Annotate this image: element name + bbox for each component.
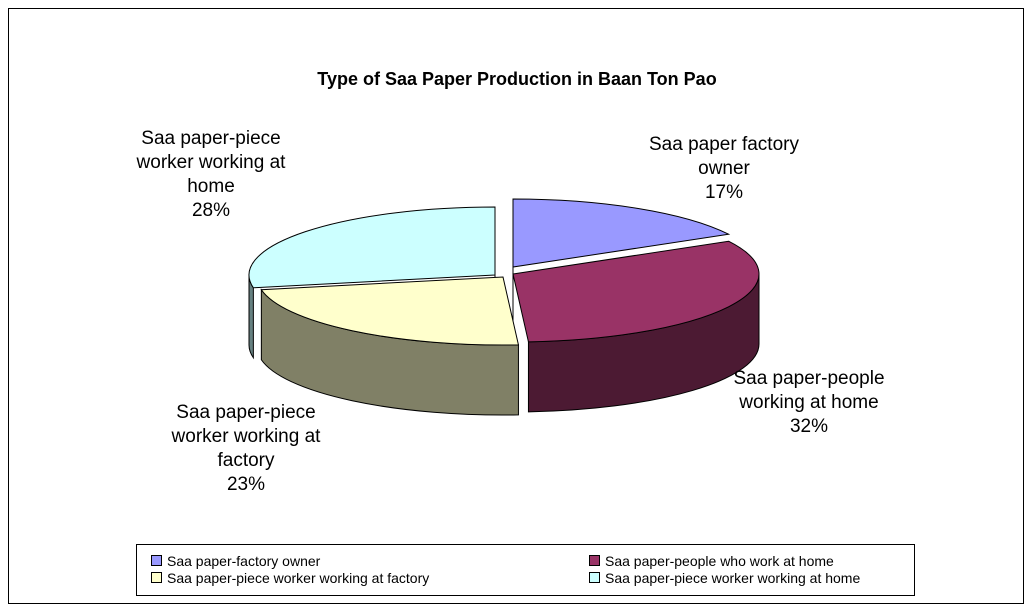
slice-label-line: 17% (704, 182, 744, 203)
legend-label: Saa paper-people who work at home (605, 553, 834, 569)
slice-label-line: 28% (191, 200, 231, 221)
pie-slice (260, 276, 520, 346)
slice-label-line: Saa paper factory (649, 134, 799, 155)
slice-label: Saa paper-piece worker working at factory 2… (141, 401, 351, 497)
chart-title: Type of Saa Paper Production in Baan Ton… (317, 69, 717, 89)
slice-label: Saa paper factory owner 17% (624, 133, 824, 205)
legend-label: Saa paper-piece worker working at factor… (167, 570, 430, 586)
slice-label-line: worker working at (136, 152, 286, 173)
legend-swatch (151, 572, 162, 583)
slice-label-line: factory (217, 450, 275, 471)
legend-item: Saa paper-piece worker working at home (589, 569, 860, 587)
legend: Saa paper-factory owner Saa paper-people … (136, 544, 915, 596)
legend-label: Saa paper-factory owner (167, 553, 321, 569)
legend-item: Saa paper-piece worker working at factor… (151, 569, 429, 587)
slice-label-line: 32% (789, 416, 829, 437)
slice-label-line: worker working at (171, 426, 321, 447)
slice-label: Saa paper-people working at home 32% (709, 367, 909, 439)
slice-label-line: working at home (739, 392, 879, 413)
slice-label-line: owner (698, 158, 750, 179)
legend-label: Saa paper-piece worker working at home (605, 570, 861, 586)
slice-label-line: 23% (226, 474, 266, 495)
legend-swatch (589, 572, 600, 583)
pie-chart (248, 198, 760, 416)
slice-label-line: Saa paper-piece (141, 128, 281, 149)
chart-frame: Type of Saa Paper Production in Baan Ton… (8, 8, 1024, 604)
slice-label: Saa paper-piece worker working at home 28% (106, 127, 316, 223)
legend-item: Saa paper-people who work at home (589, 552, 834, 570)
pie-slice (512, 198, 731, 268)
slice-label-line: Saa paper-people (733, 368, 885, 389)
pie-slice (248, 206, 496, 289)
pie-slice (512, 240, 760, 343)
legend-swatch (589, 555, 600, 566)
slice-label-line: home (187, 176, 235, 197)
legend-swatch (151, 555, 162, 566)
legend-item: Saa paper-factory owner (151, 552, 320, 570)
slice-label-line: Saa paper-piece (176, 402, 316, 423)
